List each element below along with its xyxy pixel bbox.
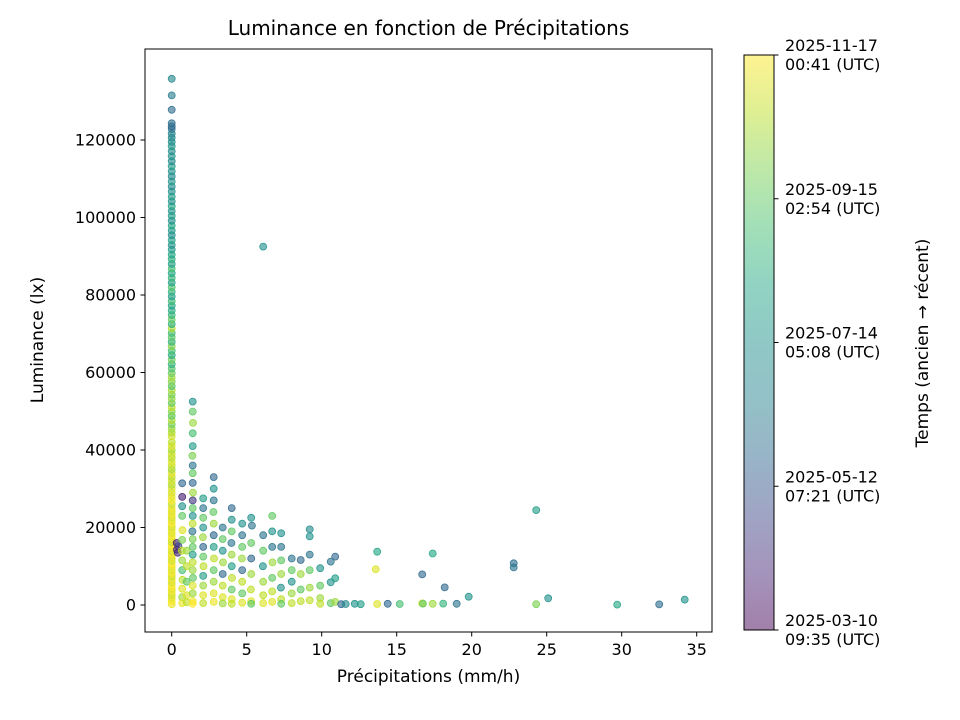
svg-text:02:54 (UTC): 02:54 (UTC) [785, 199, 880, 218]
svg-text:05:08 (UTC): 05:08 (UTC) [785, 343, 880, 362]
svg-text:100000: 100000 [75, 208, 136, 227]
svg-text:0: 0 [167, 640, 177, 659]
svg-text:25: 25 [537, 640, 557, 659]
svg-text:20: 20 [462, 640, 482, 659]
svg-text:5: 5 [242, 640, 252, 659]
svg-text:2025-09-15: 2025-09-15 [785, 180, 878, 199]
x-axis-label: Précipitations (mm/h) [336, 667, 521, 687]
svg-text:10: 10 [312, 640, 332, 659]
svg-text:40000: 40000 [85, 440, 136, 459]
chart-title: Luminance en fonction de Précipitations [227, 16, 630, 40]
y-axis-ticks: 0 20000 40000 60000 80000 100000 120000 [75, 130, 145, 614]
scatter-points [167, 74, 689, 609]
plot-frame [144, 48, 713, 633]
x-axis-ticks: 0 5 10 15 20 25 30 35 [167, 632, 707, 659]
svg-text:80000: 80000 [85, 285, 136, 304]
svg-text:2025-11-17: 2025-11-17 [785, 36, 878, 55]
svg-text:35: 35 [687, 640, 707, 659]
svg-text:0: 0 [126, 595, 136, 614]
svg-text:20000: 20000 [85, 518, 136, 537]
svg-text:00:41 (UTC): 00:41 (UTC) [785, 55, 880, 74]
svg-text:120000: 120000 [75, 130, 136, 149]
colorbar [743, 54, 775, 631]
svg-text:2025-07-14: 2025-07-14 [785, 324, 878, 343]
svg-text:2025-05-12: 2025-05-12 [785, 467, 878, 486]
svg-text:09:35 (UTC): 09:35 (UTC) [785, 630, 880, 649]
svg-text:2025-03-10: 2025-03-10 [785, 611, 878, 630]
svg-text:60000: 60000 [85, 363, 136, 382]
svg-text:30: 30 [612, 640, 632, 659]
svg-text:15: 15 [387, 640, 407, 659]
svg-text:07:21 (UTC): 07:21 (UTC) [785, 486, 880, 505]
